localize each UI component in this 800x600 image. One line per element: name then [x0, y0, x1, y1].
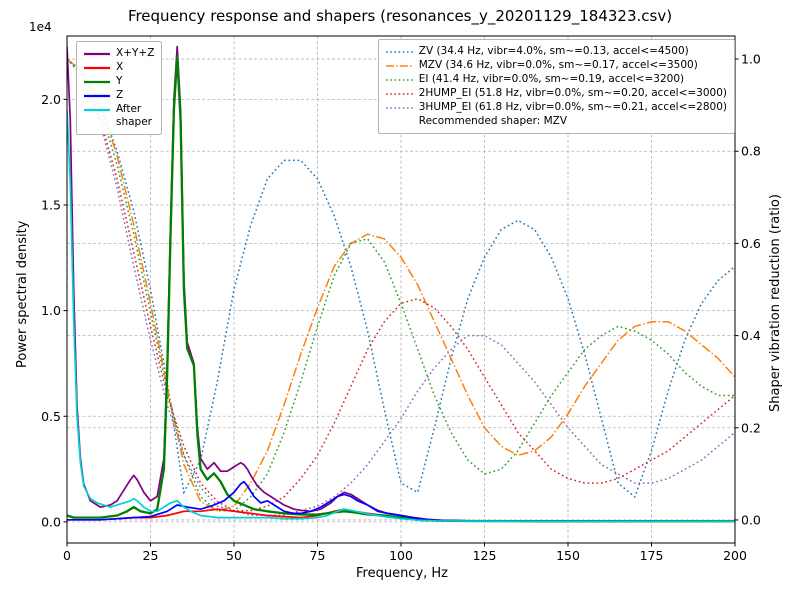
x-tick-label: 200: [723, 548, 747, 563]
legend-line-sample: [84, 66, 110, 69]
legend-item-ei: EI (41.4 Hz, vibr=0.0%, sm~=0.19, accel<…: [385, 73, 727, 86]
legend-label: X+Y+Z: [116, 47, 154, 60]
legend-label: X: [116, 61, 123, 74]
x-tick-label: 175: [640, 548, 664, 563]
right-y-tick-label: 1.0: [741, 52, 761, 67]
legend-shapers: ZV (34.4 Hz, vibr=4.0%, sm~=0.13, accel<…: [377, 39, 735, 134]
shaper-curve-ei: [67, 58, 735, 512]
legend-label-line: X: [116, 61, 124, 73]
legend-line-sample: [84, 108, 110, 112]
left-y-tick-label: 2.0: [41, 92, 61, 107]
legend-item-mzv: MZV (34.6 Hz, vibr=0.0%, sm~=0.17, accel…: [385, 59, 727, 72]
shaper-curve-3hump-ei: [67, 58, 735, 517]
legend-label-line: shaper: [116, 116, 153, 128]
legend-item-x: X: [84, 61, 154, 74]
psd-curves: [67, 45, 735, 523]
legend-line-sample: [385, 64, 413, 67]
x-tick-label: 50: [226, 548, 242, 563]
right-y-tick-label: 0.6: [741, 236, 761, 251]
legend-label: ZV (34.4 Hz, vibr=4.0%, sm~=0.13, accel<…: [418, 45, 689, 57]
axes-ticks: 0 25 50 75 100 125 150 175 200 0.0 0.5 1.0 1.5 2.0 0.0…: [41, 52, 761, 563]
legend-label-line: After: [116, 103, 142, 115]
psd-curve-after-shaper: [67, 109, 735, 523]
legend-label: EI (41.4 Hz, vibr=0.0%, sm~=0.19, accel<…: [418, 73, 685, 85]
left-y-tick-label: 0.0: [41, 514, 61, 529]
legend-label-line: X+Y+Z: [116, 47, 155, 59]
legend-item-z: Z: [84, 89, 154, 102]
left-y-tick-label: 0.5: [41, 409, 61, 424]
legend-line-sample: [385, 92, 413, 95]
legend-item-x-y-z: X+Y+Z: [84, 47, 154, 60]
right-y-tick-label: 0.2: [741, 420, 761, 435]
legend-item-3hump-ei: 3HUMP_EI (61.8 Hz, vibr=0.0%, sm~=0.21, …: [385, 101, 727, 114]
x-tick-label: 75: [310, 548, 326, 563]
legend-line-sample: [385, 106, 413, 109]
legend-label: Z: [116, 89, 123, 102]
right-y-tick-label: 0.8: [741, 144, 761, 159]
legend-line-sample: [84, 80, 110, 83]
y-axis-offset-text: 1e4: [29, 20, 52, 34]
chart-title: Frequency response and shapers (resonanc…: [127, 7, 673, 25]
shaper-curve-2hump-ei: [67, 58, 735, 512]
legend-line-sample: [84, 52, 110, 55]
legend-label: After shaper: [116, 103, 152, 129]
shaper-curve-zv: [67, 58, 735, 499]
x-tick-label: 125: [473, 548, 497, 563]
legend-label: MZV (34.6 Hz, vibr=0.0%, sm~=0.17, accel…: [418, 59, 698, 71]
legend-line-sample: [385, 78, 413, 81]
x-tick-label: 100: [389, 548, 413, 563]
left-y-tick-label: 1.5: [41, 198, 61, 213]
legend-item-recommended: Recommended shaper: MZV: [386, 115, 727, 128]
x-tick-label: 0: [63, 548, 71, 563]
right-y-tick-label: 0.4: [741, 328, 761, 343]
shaper-curves: [67, 58, 735, 517]
legend-item-zv: ZV (34.4 Hz, vibr=4.0%, sm~=0.13, accel<…: [385, 45, 727, 58]
legend-label: 3HUMP_EI (61.8 Hz, vibr=0.0%, sm~=0.21, …: [418, 101, 727, 113]
x-axis-label: Frequency, Hz: [355, 566, 449, 581]
psd-curve-z: [67, 480, 735, 523]
recommended-shaper-label: Recommended shaper: MZV: [418, 115, 568, 127]
legend-label-line: Z: [116, 89, 124, 101]
legend-label: Y: [116, 75, 122, 88]
legend-label-line: Y: [116, 75, 123, 87]
legend-item-2hump-ei: 2HUMP_EI (51.8 Hz, vibr=0.0%, sm~=0.20, …: [385, 87, 727, 100]
right-y-tick-label: 0.0: [741, 512, 761, 527]
legend-line-sample: [84, 94, 110, 97]
legend-item-after-shaper: After shaper: [84, 103, 154, 129]
shaper-curve-mzv: [67, 58, 735, 512]
x-tick-label: 25: [143, 548, 159, 563]
x-tick-label: 150: [556, 548, 580, 563]
legend-line-sample: [385, 50, 413, 53]
left-y-tick-label: 1.0: [41, 303, 61, 318]
legend-psd: X+Y+Z X Y Z After shaper: [76, 41, 163, 135]
legend-label: 2HUMP_EI (51.8 Hz, vibr=0.0%, sm~=0.20, …: [418, 87, 727, 99]
legend-item-y: Y: [84, 75, 154, 88]
